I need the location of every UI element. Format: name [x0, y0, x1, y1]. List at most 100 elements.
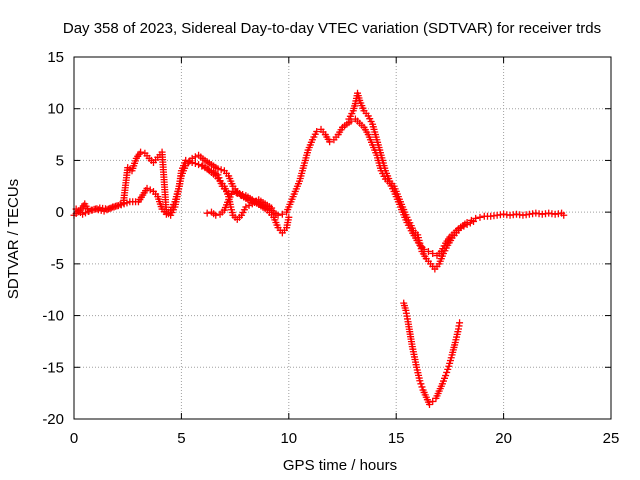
chart-title: Day 358 of 2023, Sidereal Day-to-day VTE… [63, 20, 601, 37]
x-axis-label: GPS time / hours [283, 457, 397, 474]
axes: 0 5 10 15 20 25 15 10 5 0 -5 -10 -15 -20 [42, 49, 619, 447]
trail-mark [311, 130, 319, 138]
trail-mark [210, 210, 218, 218]
y-tick-label: 15 [47, 49, 64, 66]
trail-mark [441, 374, 449, 382]
trail-mark [385, 175, 393, 183]
series-track-4 [203, 187, 267, 219]
trail-mark [443, 368, 451, 376]
trail-mark [372, 133, 380, 141]
trail-mark [191, 160, 199, 168]
trail-mark [408, 224, 416, 232]
trail-mark [224, 198, 232, 206]
trail-mark [509, 211, 517, 219]
trail-mark [412, 361, 420, 369]
trail-mark [272, 210, 280, 218]
trail-mark [412, 229, 420, 237]
trail-mark [401, 304, 409, 312]
trail-mark [205, 159, 213, 167]
data-point [253, 199, 261, 207]
data-point [560, 211, 568, 219]
data-point [424, 247, 432, 255]
trail-mark [415, 374, 423, 382]
trail-mark [186, 157, 194, 165]
trail-mark [381, 164, 389, 172]
trail-mark [402, 211, 410, 219]
trail-mark [408, 340, 416, 348]
trail-mark [102, 205, 110, 213]
trail-mark [152, 190, 160, 198]
trail-mark [228, 180, 236, 188]
trail-mark [126, 165, 134, 173]
trail-mark [455, 322, 463, 330]
trail-mark [132, 198, 140, 206]
trail-mark [217, 166, 225, 174]
series-track-2 [72, 148, 293, 237]
trail-mark [516, 211, 524, 219]
trail-mark [418, 383, 426, 391]
trail-mark [444, 365, 452, 373]
data-marks [70, 89, 568, 409]
data-point [233, 190, 241, 198]
y-tick-label: 5 [56, 152, 64, 169]
x-tick-label: 20 [495, 430, 512, 447]
trail-mark [110, 203, 118, 211]
trail-mark [286, 200, 294, 208]
trail-mark [223, 169, 231, 177]
trail-mark [177, 175, 185, 183]
data-point [463, 221, 471, 229]
trail-mark [466, 219, 474, 227]
trail-mark [348, 110, 356, 118]
trail-mark [218, 180, 226, 188]
trail-mark [214, 175, 222, 183]
trail-mark [290, 190, 298, 198]
trail-mark [406, 219, 414, 227]
series-track-6 [400, 299, 464, 409]
trail-mark [393, 190, 401, 198]
trail-mark [228, 190, 236, 198]
y-tick-label: -20 [42, 411, 64, 428]
y-tick-label: -15 [42, 359, 64, 376]
trail-mark [142, 187, 150, 195]
trail-mark [447, 354, 455, 362]
x-tick-label: 5 [177, 430, 185, 447]
trail-mark [185, 157, 193, 165]
trail-mark [240, 206, 248, 214]
trail-mark [424, 257, 432, 265]
trail-mark [410, 350, 418, 358]
trail-mark [454, 328, 462, 336]
trail-mark [358, 121, 366, 129]
grid-lines [74, 57, 611, 419]
data-point [259, 202, 267, 210]
trail-mark [363, 128, 371, 136]
data-point [470, 217, 478, 225]
trail-mark [450, 231, 458, 239]
trail-mark [135, 150, 143, 158]
trail-mark [203, 165, 211, 173]
plot-frame [73, 56, 612, 420]
trail-mark [437, 382, 445, 390]
trail-mark [421, 252, 429, 260]
trail-mark [319, 128, 327, 136]
trail-mark [228, 208, 236, 216]
trail-mark [503, 211, 511, 219]
y-tick-label: 0 [56, 204, 64, 221]
trail-mark [354, 117, 362, 125]
trail-mark [535, 210, 543, 218]
trail-mark [162, 206, 170, 214]
trail-mark [307, 138, 315, 146]
trail-mark [398, 200, 406, 208]
trail-mark [273, 221, 281, 229]
trail-mark [417, 380, 425, 388]
data-point [246, 196, 254, 204]
trail-mark [522, 211, 530, 219]
data-point [195, 161, 203, 169]
trail-mark [438, 252, 446, 260]
trail-mark [417, 245, 425, 253]
x-tick-label: 0 [70, 430, 78, 447]
trail-mark [337, 126, 345, 134]
trail-mark [165, 210, 173, 218]
series-track-1 [70, 115, 568, 260]
trail-mark [332, 133, 340, 141]
